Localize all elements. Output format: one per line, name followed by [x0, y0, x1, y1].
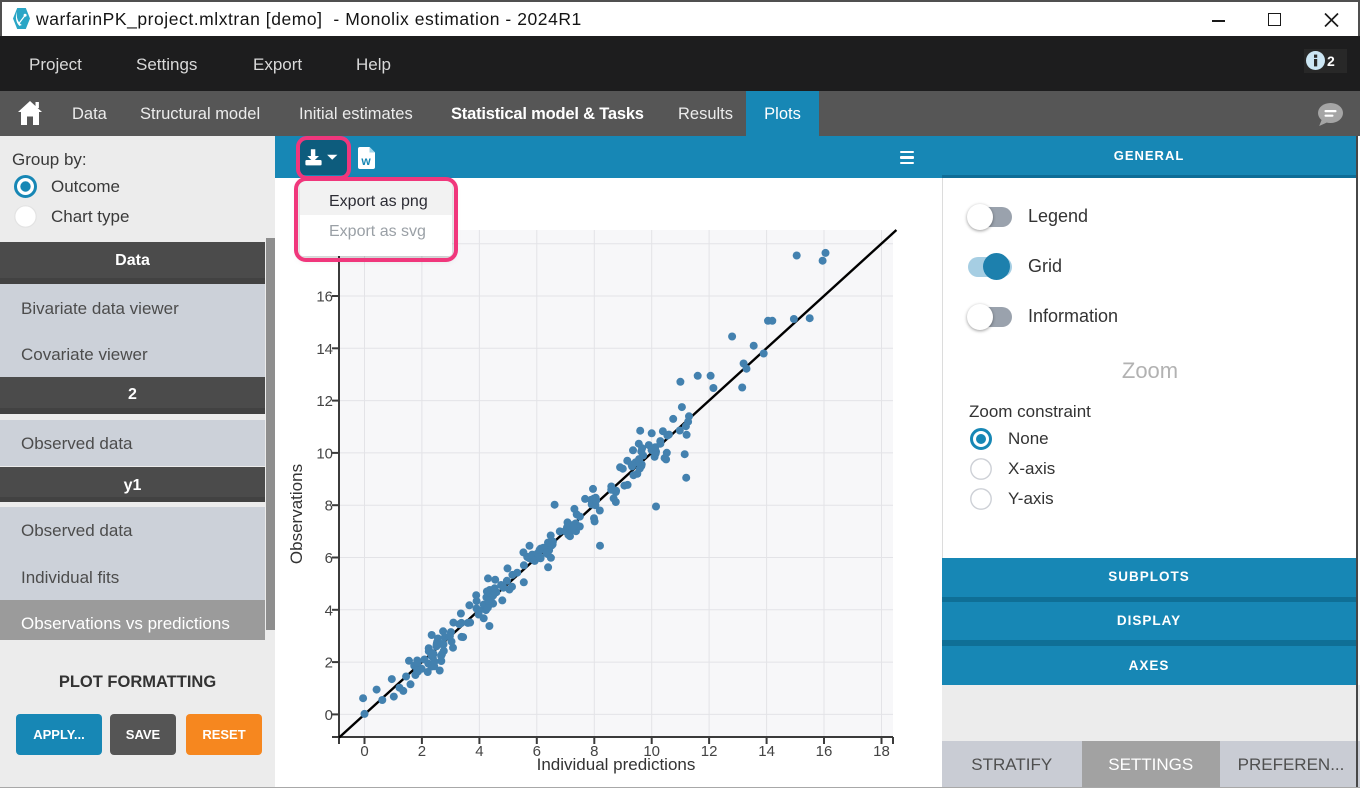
svg-text:6: 6 — [325, 550, 333, 567]
svg-text:16: 16 — [316, 289, 333, 306]
svg-text:Observations: Observations — [287, 464, 306, 564]
svg-text:6: 6 — [533, 743, 541, 760]
svg-text:12: 12 — [701, 743, 718, 760]
svg-text:2: 2 — [418, 743, 426, 760]
svg-text:0: 0 — [325, 707, 333, 724]
svg-text:14: 14 — [316, 341, 333, 358]
svg-text:16: 16 — [816, 743, 833, 760]
svg-text:18: 18 — [873, 743, 890, 760]
svg-text:12: 12 — [316, 393, 333, 410]
svg-text:w: w — [360, 154, 371, 168]
svg-text:14: 14 — [758, 743, 775, 760]
svg-text:4: 4 — [475, 743, 483, 760]
svg-text:0: 0 — [360, 743, 368, 760]
svg-text:Individual predictions: Individual predictions — [537, 755, 696, 774]
svg-text:10: 10 — [316, 445, 333, 462]
svg-text:10: 10 — [643, 743, 660, 760]
svg-text:2: 2 — [325, 655, 333, 672]
svg-text:8: 8 — [590, 743, 598, 760]
svg-text:8: 8 — [325, 498, 333, 515]
svg-text:4: 4 — [325, 602, 333, 619]
